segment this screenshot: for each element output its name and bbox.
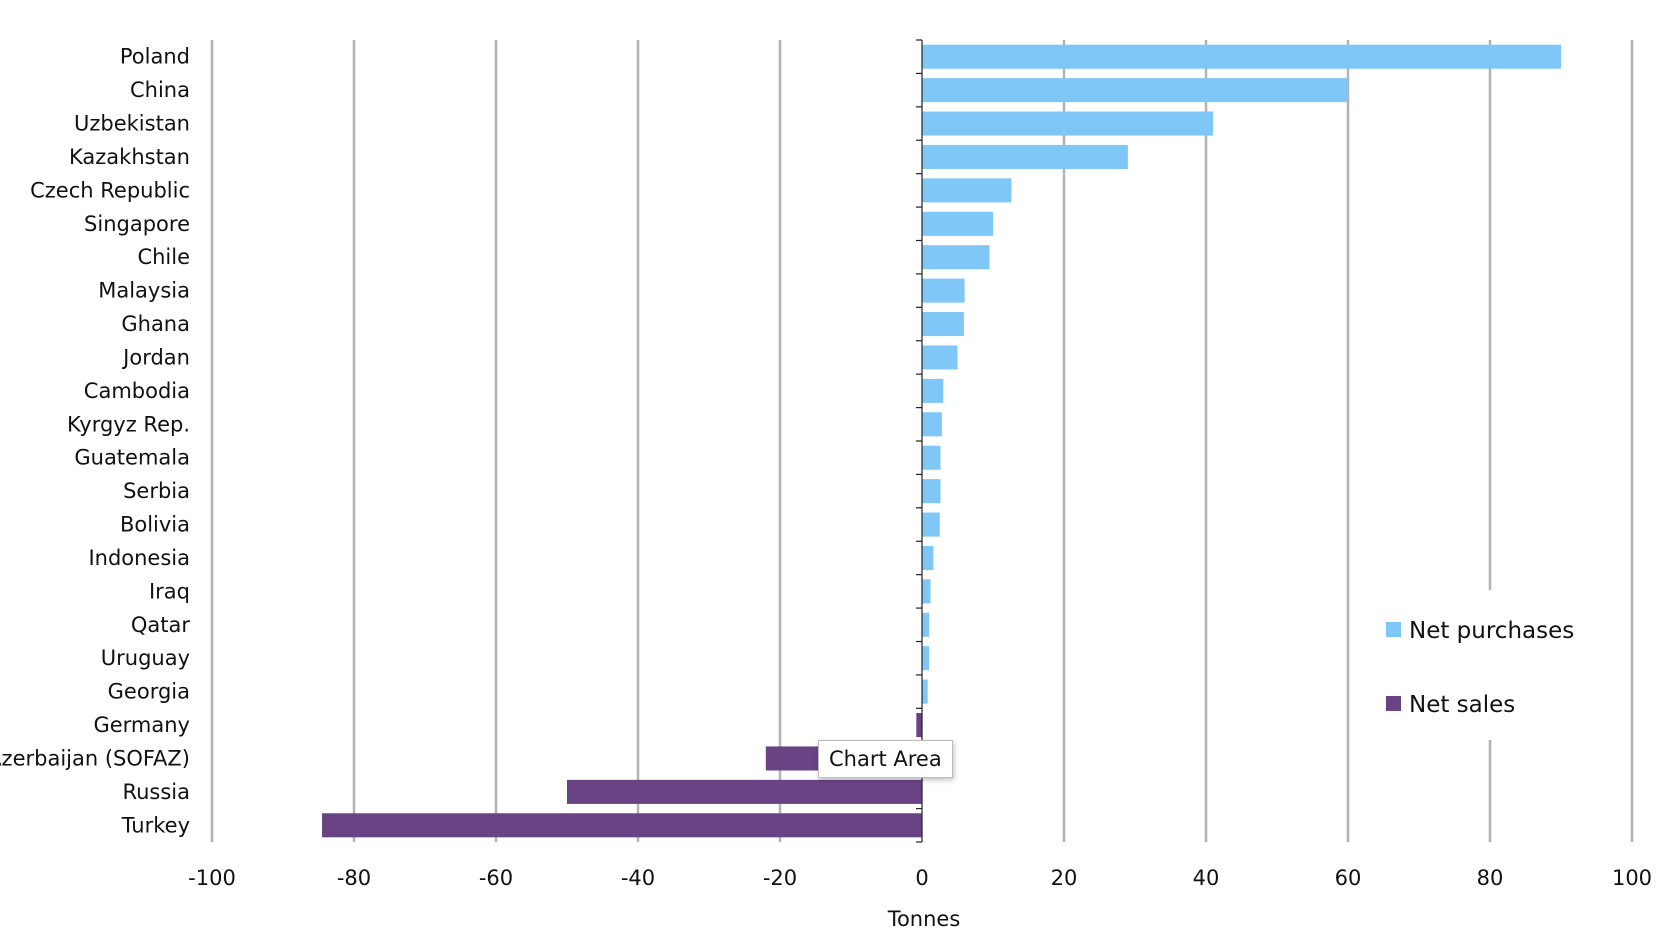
bar-kazakhstan bbox=[922, 144, 1128, 169]
category-label-jordan: Jordan bbox=[121, 345, 190, 369]
bar-czech-republic bbox=[922, 178, 1012, 203]
bar-uzbekistan bbox=[922, 111, 1214, 136]
category-label-singapore: Singapore bbox=[84, 212, 190, 236]
category-label-azerbaijan-sofaz: Azerbaijan (SOFAZ) bbox=[0, 746, 190, 770]
bar-malaysia bbox=[922, 278, 965, 303]
category-label-indonesia: Indonesia bbox=[88, 546, 190, 570]
bar-indonesia bbox=[922, 545, 934, 570]
category-label-poland: Poland bbox=[120, 45, 190, 69]
category-label-guatemala: Guatemala bbox=[74, 446, 190, 470]
x-tick-label: -40 bbox=[621, 866, 655, 890]
bar-serbia bbox=[922, 479, 941, 504]
legend-label-net-purchases: Net purchases bbox=[1409, 618, 1574, 644]
legend-swatch-net-purchases bbox=[1386, 622, 1401, 637]
bar-kyrgyz-rep bbox=[922, 412, 942, 437]
bar-chile bbox=[922, 245, 990, 270]
category-label-kazakhstan: Kazakhstan bbox=[69, 145, 190, 169]
bar-poland bbox=[922, 44, 1561, 69]
x-tick-label: 40 bbox=[1193, 866, 1220, 890]
category-label-iraq: Iraq bbox=[149, 579, 190, 603]
gridlines bbox=[210, 40, 1634, 842]
bar-guatemala bbox=[922, 445, 941, 470]
x-tick-label: -20 bbox=[763, 866, 797, 890]
bar-qatar bbox=[922, 612, 930, 637]
bar-singapore bbox=[922, 211, 993, 236]
category-label-ghana: Ghana bbox=[121, 312, 190, 336]
x-tick-label: -80 bbox=[337, 866, 371, 890]
bar-russia bbox=[567, 779, 922, 804]
bar-ghana bbox=[922, 312, 964, 337]
category-label-cambodia: Cambodia bbox=[84, 379, 190, 403]
x-tick-label: 60 bbox=[1335, 866, 1362, 890]
category-label-china: China bbox=[130, 78, 190, 102]
legend: Net purchases Net sales bbox=[1378, 590, 1578, 740]
category-label-malaysia: Malaysia bbox=[98, 279, 190, 303]
category-label-georgia: Georgia bbox=[108, 680, 190, 704]
category-labels: Poland China Uzbekistan Kazakhstan Czech Rep… bbox=[0, 45, 190, 838]
category-label-uruguay: Uruguay bbox=[101, 646, 190, 670]
x-tick-label: -100 bbox=[188, 866, 236, 890]
bar-germany bbox=[916, 713, 922, 738]
x-tick-label: 0 bbox=[915, 866, 928, 890]
category-label-uzbekistan: Uzbekistan bbox=[74, 112, 190, 136]
x-tick-label: 100 bbox=[1612, 866, 1652, 890]
bar-georgia bbox=[922, 679, 928, 704]
bar-jordan bbox=[922, 345, 958, 370]
category-label-czech-republic: Czech Republic bbox=[30, 178, 190, 202]
category-label-bolivia: Bolivia bbox=[120, 513, 190, 537]
category-label-russia: Russia bbox=[122, 780, 190, 804]
bars bbox=[322, 44, 1561, 838]
bar-uruguay bbox=[922, 646, 930, 671]
x-tick-label: 20 bbox=[1051, 866, 1078, 890]
x-tick-labels: -100 -80 -60 -40 -20 0 20 40 60 80 100 bbox=[188, 866, 1652, 890]
bar-turkey bbox=[322, 813, 922, 838]
bar-bolivia bbox=[922, 512, 940, 537]
category-label-qatar: Qatar bbox=[131, 613, 191, 637]
category-label-turkey: Turkey bbox=[121, 813, 190, 837]
chart-area-tooltip: Chart Area bbox=[818, 740, 953, 778]
bar-iraq bbox=[922, 579, 931, 604]
category-label-chile: Chile bbox=[137, 245, 190, 269]
legend-label-net-sales: Net sales bbox=[1409, 692, 1515, 718]
x-tick-label: -60 bbox=[479, 866, 513, 890]
legend-background bbox=[1378, 590, 1578, 740]
category-label-serbia: Serbia bbox=[123, 479, 190, 503]
legend-swatch-net-sales bbox=[1386, 696, 1401, 711]
bar-cambodia bbox=[922, 378, 944, 403]
zero-axis bbox=[916, 39, 923, 843]
bar-china bbox=[922, 78, 1348, 103]
category-label-kyrgyz-rep: Kyrgyz Rep. bbox=[67, 412, 190, 436]
x-axis-title: Tonnes bbox=[887, 907, 961, 931]
category-label-germany: Germany bbox=[93, 713, 190, 737]
x-tick-label: 80 bbox=[1477, 866, 1504, 890]
